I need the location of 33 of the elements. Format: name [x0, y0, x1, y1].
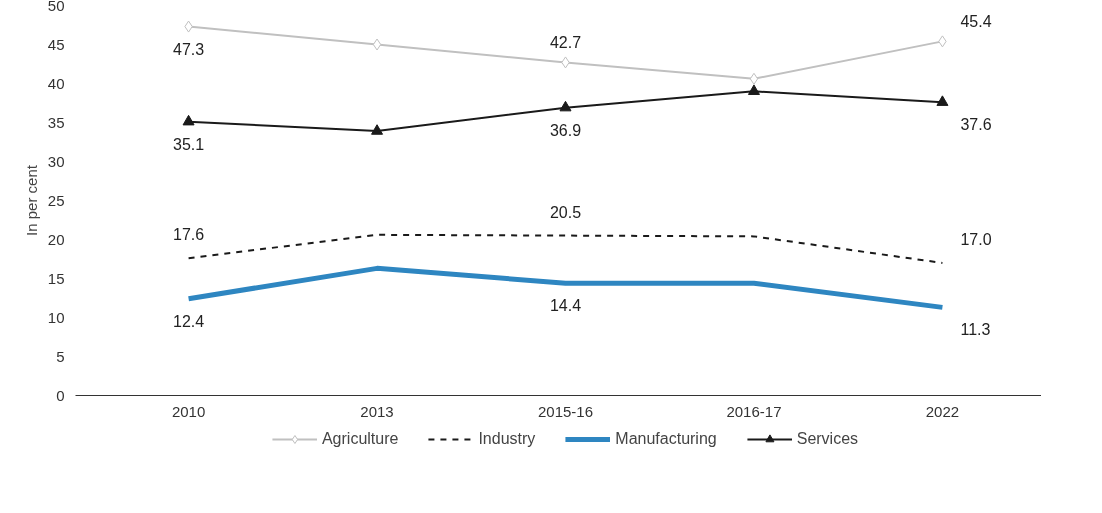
data-label: 14.4: [549, 297, 582, 315]
y-tick-label: 35: [47, 113, 65, 131]
y-tick-label: 30: [47, 152, 65, 170]
x-tick-label: 2016-17: [726, 402, 782, 420]
y-tick-label: 10: [47, 308, 65, 326]
legend-label: Services: [796, 430, 859, 448]
y-tick-label: 5: [56, 347, 65, 365]
data-label: 11.3: [960, 321, 991, 339]
y-tick-label: 25: [47, 191, 65, 209]
data-label: 36.9: [549, 121, 582, 139]
data-label: 17.6: [173, 226, 205, 244]
legend-label: Agriculture: [321, 430, 399, 448]
data-label: 20.5: [549, 203, 582, 221]
x-tick-label: 2013: [360, 402, 394, 420]
x-tick-label: 2022: [925, 402, 960, 420]
data-label: 47.3: [173, 40, 205, 58]
y-tick-label: 15: [47, 269, 65, 287]
data-label: 42.7: [549, 34, 582, 52]
y-axis-title: In per cent: [22, 164, 40, 236]
y-tick-label: 20: [47, 230, 65, 248]
legend-label: Industry: [478, 430, 536, 448]
x-tick-label: 2015-16: [537, 402, 594, 420]
data-label: 17.0: [960, 230, 992, 248]
y-tick-label: 45: [47, 35, 65, 53]
data-label: 12.4: [173, 312, 205, 330]
legend-label: Manufacturing: [615, 430, 717, 448]
y-tick-label: 50: [47, 0, 65, 14]
data-label: 35.1: [173, 135, 205, 153]
y-tick-label: 40: [47, 74, 65, 92]
data-label: 45.4: [960, 13, 992, 31]
x-tick-label: 2010: [171, 402, 206, 420]
y-tick-label: 0: [56, 386, 65, 404]
data-label: 37.6: [960, 116, 992, 134]
